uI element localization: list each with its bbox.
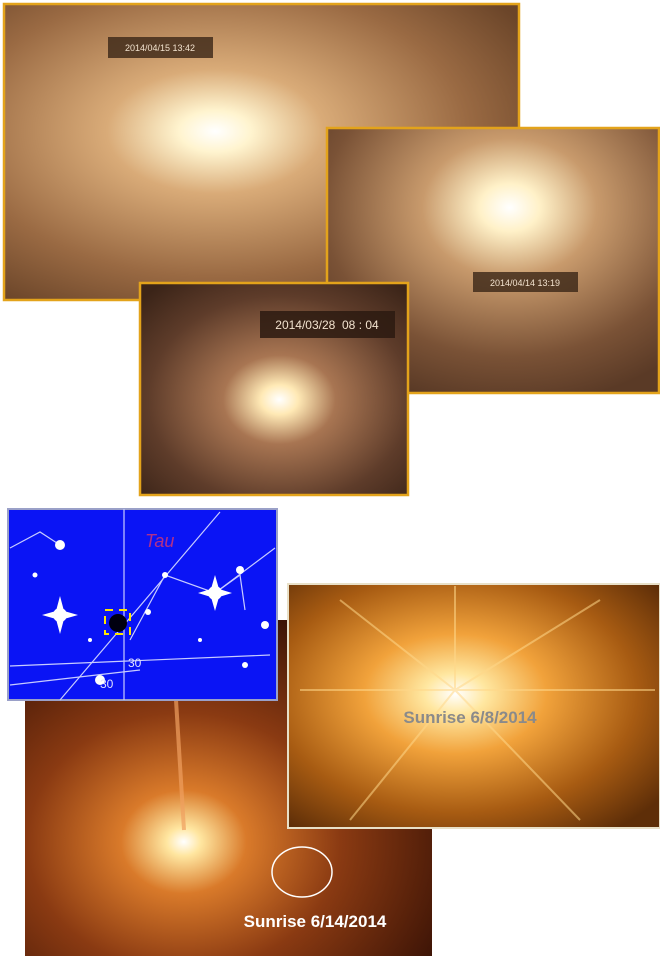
sun-rays xyxy=(300,586,655,821)
timestamp-box xyxy=(108,37,213,58)
grid-label: 30 xyxy=(100,677,114,691)
photo-2: 2014/04/14 13:19 xyxy=(325,126,660,395)
grid-label: 30 xyxy=(128,656,142,670)
highlight-circle xyxy=(271,846,333,898)
target-box xyxy=(104,609,131,635)
target xyxy=(109,614,127,632)
timestamp-box xyxy=(260,311,395,338)
timestamp: 2014/04/15 13:42 xyxy=(125,43,195,53)
caption: Sunrise 6/8/2014 xyxy=(403,708,537,727)
timestamp-box xyxy=(473,272,578,292)
timestamp: 2014/03/28 08 : 04 xyxy=(275,318,379,332)
photo-4: Sunrise 6/8/2014 xyxy=(287,583,660,829)
caption: Sunrise 6/14/2014 xyxy=(244,912,387,931)
constellation-label: Tau xyxy=(145,531,174,551)
star-map: Tau 30 30 xyxy=(7,508,278,701)
photo-frame xyxy=(287,583,660,829)
stars xyxy=(32,540,269,685)
photo-3: 2014/03/28 08 : 04 xyxy=(138,281,410,497)
light-ray xyxy=(174,699,186,831)
map-lines xyxy=(9,509,276,701)
timestamp: 2014/04/14 13:19 xyxy=(490,278,560,288)
